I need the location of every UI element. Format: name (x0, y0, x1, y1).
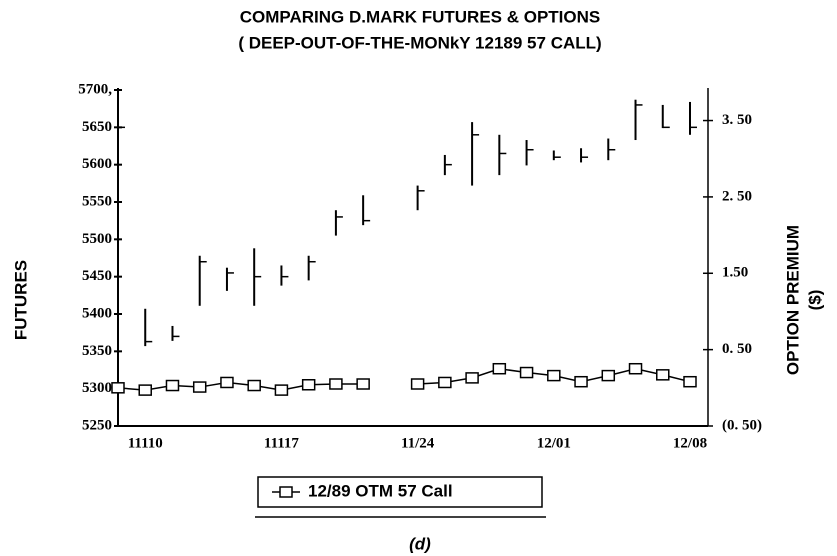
y-tick-label: 5350 (82, 343, 112, 359)
y2-axis-label: ($) (805, 290, 824, 311)
y2-tick-label: 3. 50 (722, 112, 752, 128)
series-marker (165, 379, 180, 392)
chart-subtitle: ( DEEP-OUT-OF-THE-MONkY 12189 57 CALL) (238, 33, 601, 52)
series-marker (601, 369, 616, 382)
y2-axis-label: OPTION PREMIUM (783, 225, 802, 375)
y-tick-label: 5600 (82, 156, 112, 172)
series-marker (138, 384, 152, 396)
legend-box (257, 476, 543, 508)
y-axis-label: FUTURES (11, 260, 30, 340)
x-tick-label: 12/01 (537, 435, 571, 451)
series-marker (247, 379, 261, 392)
y2-tick-label: 1.50 (722, 265, 748, 281)
series-marker (519, 366, 534, 379)
series-marker (547, 369, 561, 382)
series-marker (574, 375, 588, 388)
series-marker (628, 362, 643, 375)
y-tick-label: 5250 (82, 417, 112, 433)
series-marker (301, 379, 316, 391)
x-tick-label: 12/08 (673, 435, 707, 451)
series-marker (410, 378, 425, 390)
y2-tick-label: 2. 50 (722, 188, 752, 204)
series-marker (220, 376, 234, 389)
series-marker (683, 375, 697, 388)
series-marker (274, 384, 289, 396)
series-marker (465, 372, 479, 384)
caption: (d) (409, 534, 431, 553)
series-marker (329, 378, 343, 390)
y-tick-label: 5550 (82, 193, 112, 209)
y-tick-label: 5400 (82, 305, 112, 321)
y-tick-label: 5450 (82, 268, 112, 284)
series-marker (356, 378, 370, 390)
y-tick-label: 5500 (82, 231, 112, 247)
y-tick-label: 5700, (78, 81, 112, 97)
y-tick-label: 5300 (82, 380, 112, 396)
series-marker (492, 362, 507, 375)
y2-tick-label: (0. 50) (722, 417, 762, 433)
series-marker (111, 382, 125, 394)
series-marker (656, 369, 670, 381)
chart-title: COMPARING D.MARK FUTURES & OPTIONS (240, 7, 600, 26)
legend-label: 12/89 OTM 57 Call (308, 481, 453, 500)
y2-tick-label: 0. 50 (722, 341, 752, 357)
x-tick-label: 11117 (264, 435, 300, 451)
y-tick-label: 5650 (82, 119, 112, 135)
series-marker (192, 381, 207, 393)
x-tick-label: 11/24 (401, 435, 435, 451)
x-tick-label: 11110 (128, 435, 163, 451)
series-marker (438, 376, 452, 389)
legend-marker (279, 486, 293, 498)
